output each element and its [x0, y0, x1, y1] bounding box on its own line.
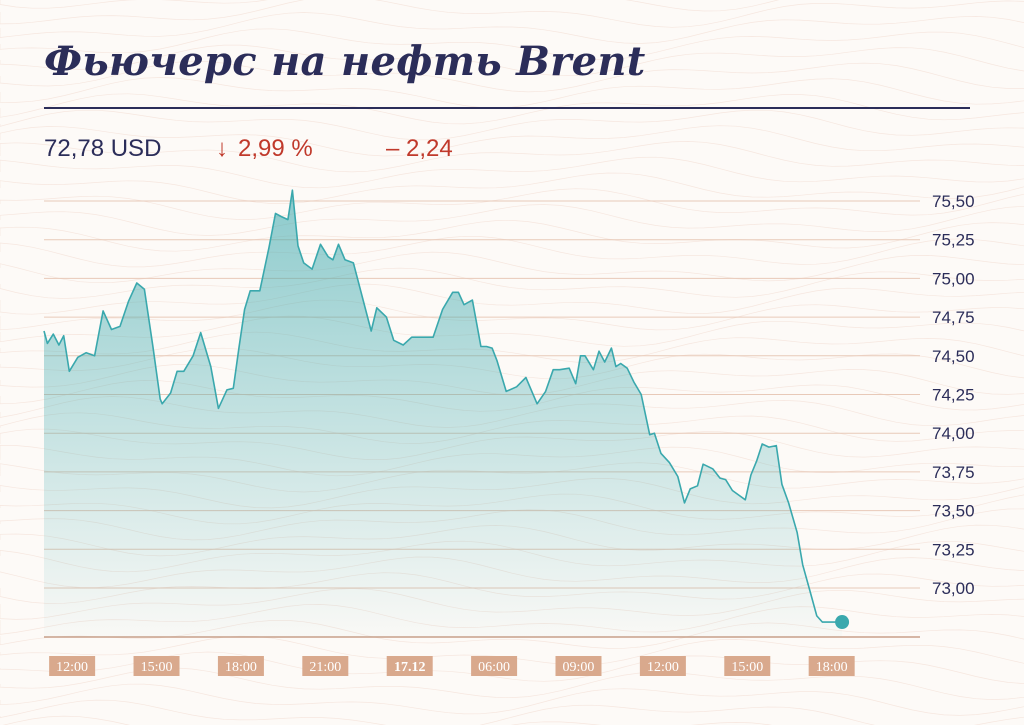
x-tick-label: 18:00 [225, 660, 257, 675]
background-wave [0, 220, 1024, 252]
x-axis: 12:00 15:00 18:00 21:00 17.12 06:00 09:00 12:00… [49, 656, 855, 676]
y-tick-label: 73,50 [932, 502, 975, 521]
percent-change-value: 2,99 % [238, 135, 313, 162]
y-tick-label: 73,00 [932, 579, 975, 598]
background-wave [0, 141, 1024, 173]
x-tick-badge [639, 656, 686, 676]
background-wave [0, 28, 1024, 60]
x-tick-label: 09:00 [563, 660, 595, 675]
background-wave [0, 109, 1024, 141]
x-tick-badge [217, 656, 264, 676]
y-tick-label: 73,75 [932, 463, 975, 482]
background-wave [0, 699, 1024, 725]
series-area [44, 190, 843, 637]
chart-series [43, 189, 850, 637]
current-price: 72,78 USD [44, 135, 162, 162]
background-wave [0, 0, 1024, 28]
percent-change: ↓ 2,99 % [216, 135, 313, 163]
y-tick-label: 74,25 [932, 386, 975, 405]
x-tick-badge [471, 656, 518, 676]
x-tick-label: 15:00 [141, 660, 173, 675]
x-tick-label: 12:00 [647, 660, 679, 675]
absolute-change: – 2,24 [386, 135, 453, 162]
series-line [43, 189, 843, 623]
y-tick-label: 75,25 [932, 231, 975, 250]
x-tick-label: 15:00 [731, 660, 763, 675]
y-tick-label: 75,00 [932, 269, 975, 288]
background-wave [0, 12, 1024, 44]
background-wave [0, 44, 1024, 77]
y-tick-label: 73,25 [932, 540, 975, 559]
background-wave [0, 683, 1024, 716]
x-tick-label: 12:00 [56, 660, 88, 675]
background-wave [0, 315, 1024, 347]
background-wave [0, 156, 1024, 189]
x-tick-badge [808, 656, 855, 676]
x-tick-badge [133, 656, 180, 676]
background-wave [0, 172, 1024, 204]
y-tick-label: 75,50 [932, 192, 975, 211]
background-wave [0, 620, 1024, 649]
y-tick-label: 74,00 [932, 424, 975, 443]
x-tick-badge [724, 656, 771, 676]
title-divider [44, 107, 970, 109]
background-wave [0, 204, 1024, 236]
x-tick-label: 21:00 [309, 660, 341, 675]
x-tick-badge [302, 656, 349, 676]
x-tick-label: 06:00 [478, 660, 510, 675]
y-axis: 75,50 75,25 75,00 74,75 74,50 74,25 74,00 73,75… [932, 192, 975, 598]
background-wave [0, 299, 1024, 331]
x-tick-label: 18:00 [816, 660, 848, 675]
background-wave [0, 125, 1024, 157]
y-tick-label: 74,75 [932, 308, 975, 327]
x-tick-label: 17.12 [394, 660, 426, 675]
last-point-marker [835, 615, 850, 630]
background-wave [0, 60, 1024, 93]
x-tick-badge [49, 656, 96, 676]
background-wave [0, 188, 1024, 220]
background-wave [0, 267, 1024, 299]
background-wave [0, 331, 1024, 363]
x-tick-badge [386, 656, 433, 676]
background-wave [0, 283, 1024, 315]
y-tick-label: 74,50 [932, 347, 975, 366]
x-tick-badge [555, 656, 602, 676]
background-wave [0, 93, 1024, 125]
background-wave [0, 251, 1024, 284]
page-title: Фьючерс на нефть Brent [44, 38, 646, 85]
background-wave [0, 347, 1024, 380]
arrow-down-icon: ↓ [216, 135, 228, 162]
